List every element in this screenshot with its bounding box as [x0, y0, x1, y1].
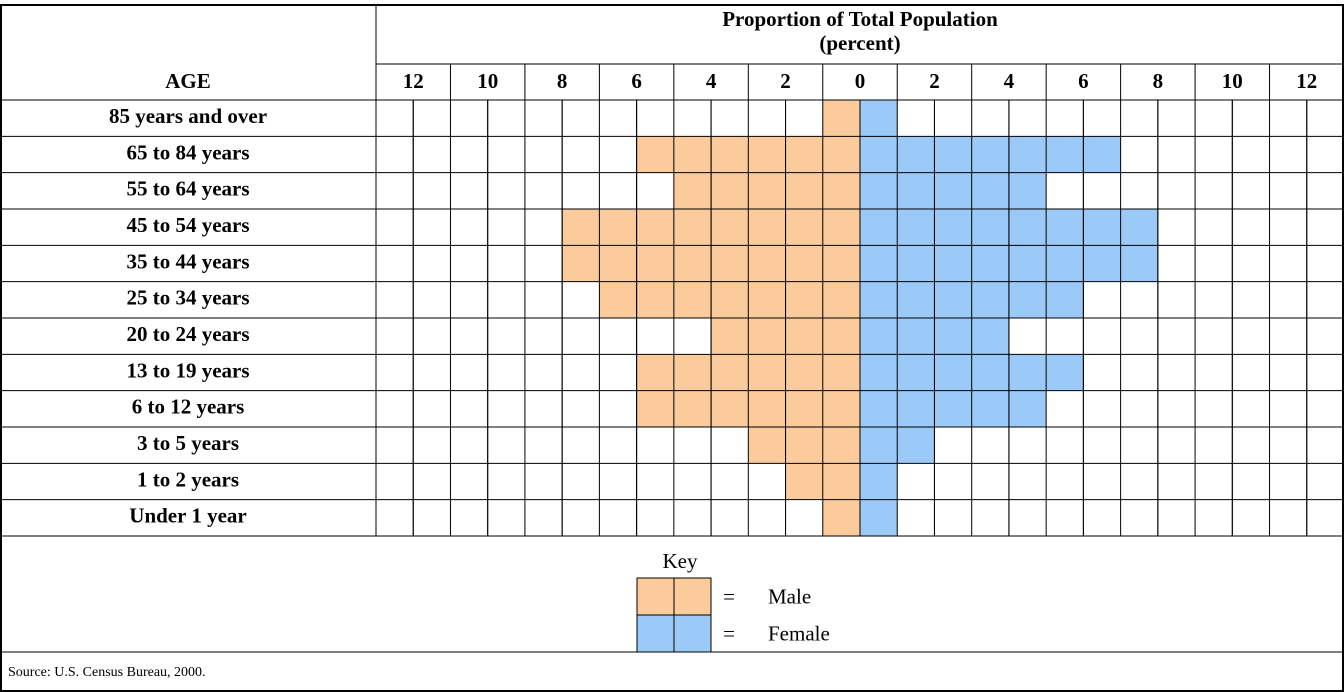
category-label: 85 years and over: [109, 104, 267, 128]
x-tick-label: 10: [477, 69, 498, 93]
x-tick-label: 0: [855, 69, 866, 93]
category-label: 45 to 54 years: [126, 213, 249, 237]
outer-border: [0, 4, 1344, 692]
legend-swatch: [673, 614, 712, 653]
x-tick-label: 4: [1004, 69, 1015, 93]
category-label: 3 to 5 years: [137, 431, 239, 455]
legend-symbol: =: [723, 621, 735, 645]
bar: [860, 100, 898, 137]
category-label: 13 to 19 years: [126, 358, 249, 382]
bar: [860, 172, 1047, 209]
x-tick-label: 12: [1296, 69, 1317, 93]
source: Source: U.S. Census Bureau, 2000.: [8, 665, 206, 680]
x-tick-label: 2: [929, 69, 940, 93]
bar: [860, 136, 1121, 173]
category-header: AGE: [165, 69, 211, 93]
x-tick-label: 8: [557, 69, 568, 93]
category-label: 1 to 2 years: [137, 467, 239, 491]
bar: [822, 499, 860, 536]
legend-swatch: [636, 577, 675, 616]
x-tick-label: 6: [631, 69, 642, 93]
legend-swatch: [636, 614, 675, 653]
bar: [748, 427, 860, 464]
x-tick-label: 8: [1153, 69, 1164, 93]
category-label: 65 to 84 years: [126, 140, 249, 164]
x-tick-label: 10: [1222, 69, 1243, 93]
category-label: 6 to 12 years: [132, 395, 245, 419]
bar: [599, 281, 860, 318]
category-label: Under 1 year: [129, 504, 246, 528]
legend-symbol: =: [723, 584, 735, 608]
bar: [673, 172, 860, 209]
category-label: 35 to 44 years: [126, 249, 249, 273]
category-label: 25 to 34 years: [126, 286, 249, 310]
x-tick-label: 6: [1078, 69, 1089, 93]
legend-label: Male: [768, 584, 811, 608]
bar: [860, 463, 898, 500]
legend-label: Female: [768, 621, 830, 645]
chart-title: Proportion of Total Population: [722, 7, 998, 31]
category-label: 55 to 64 years: [126, 177, 249, 201]
bar: [822, 100, 860, 137]
x-tick-label: 12: [403, 69, 424, 93]
legend-title: Key: [663, 549, 698, 573]
bar: [860, 499, 898, 536]
x-tick-label: 4: [706, 69, 717, 93]
x-tick-label: 2: [780, 69, 791, 93]
bar: [860, 390, 1047, 427]
legend-swatch: [673, 577, 712, 616]
category-label: 20 to 24 years: [126, 322, 249, 346]
chart-subtitle: (percent): [819, 31, 900, 55]
